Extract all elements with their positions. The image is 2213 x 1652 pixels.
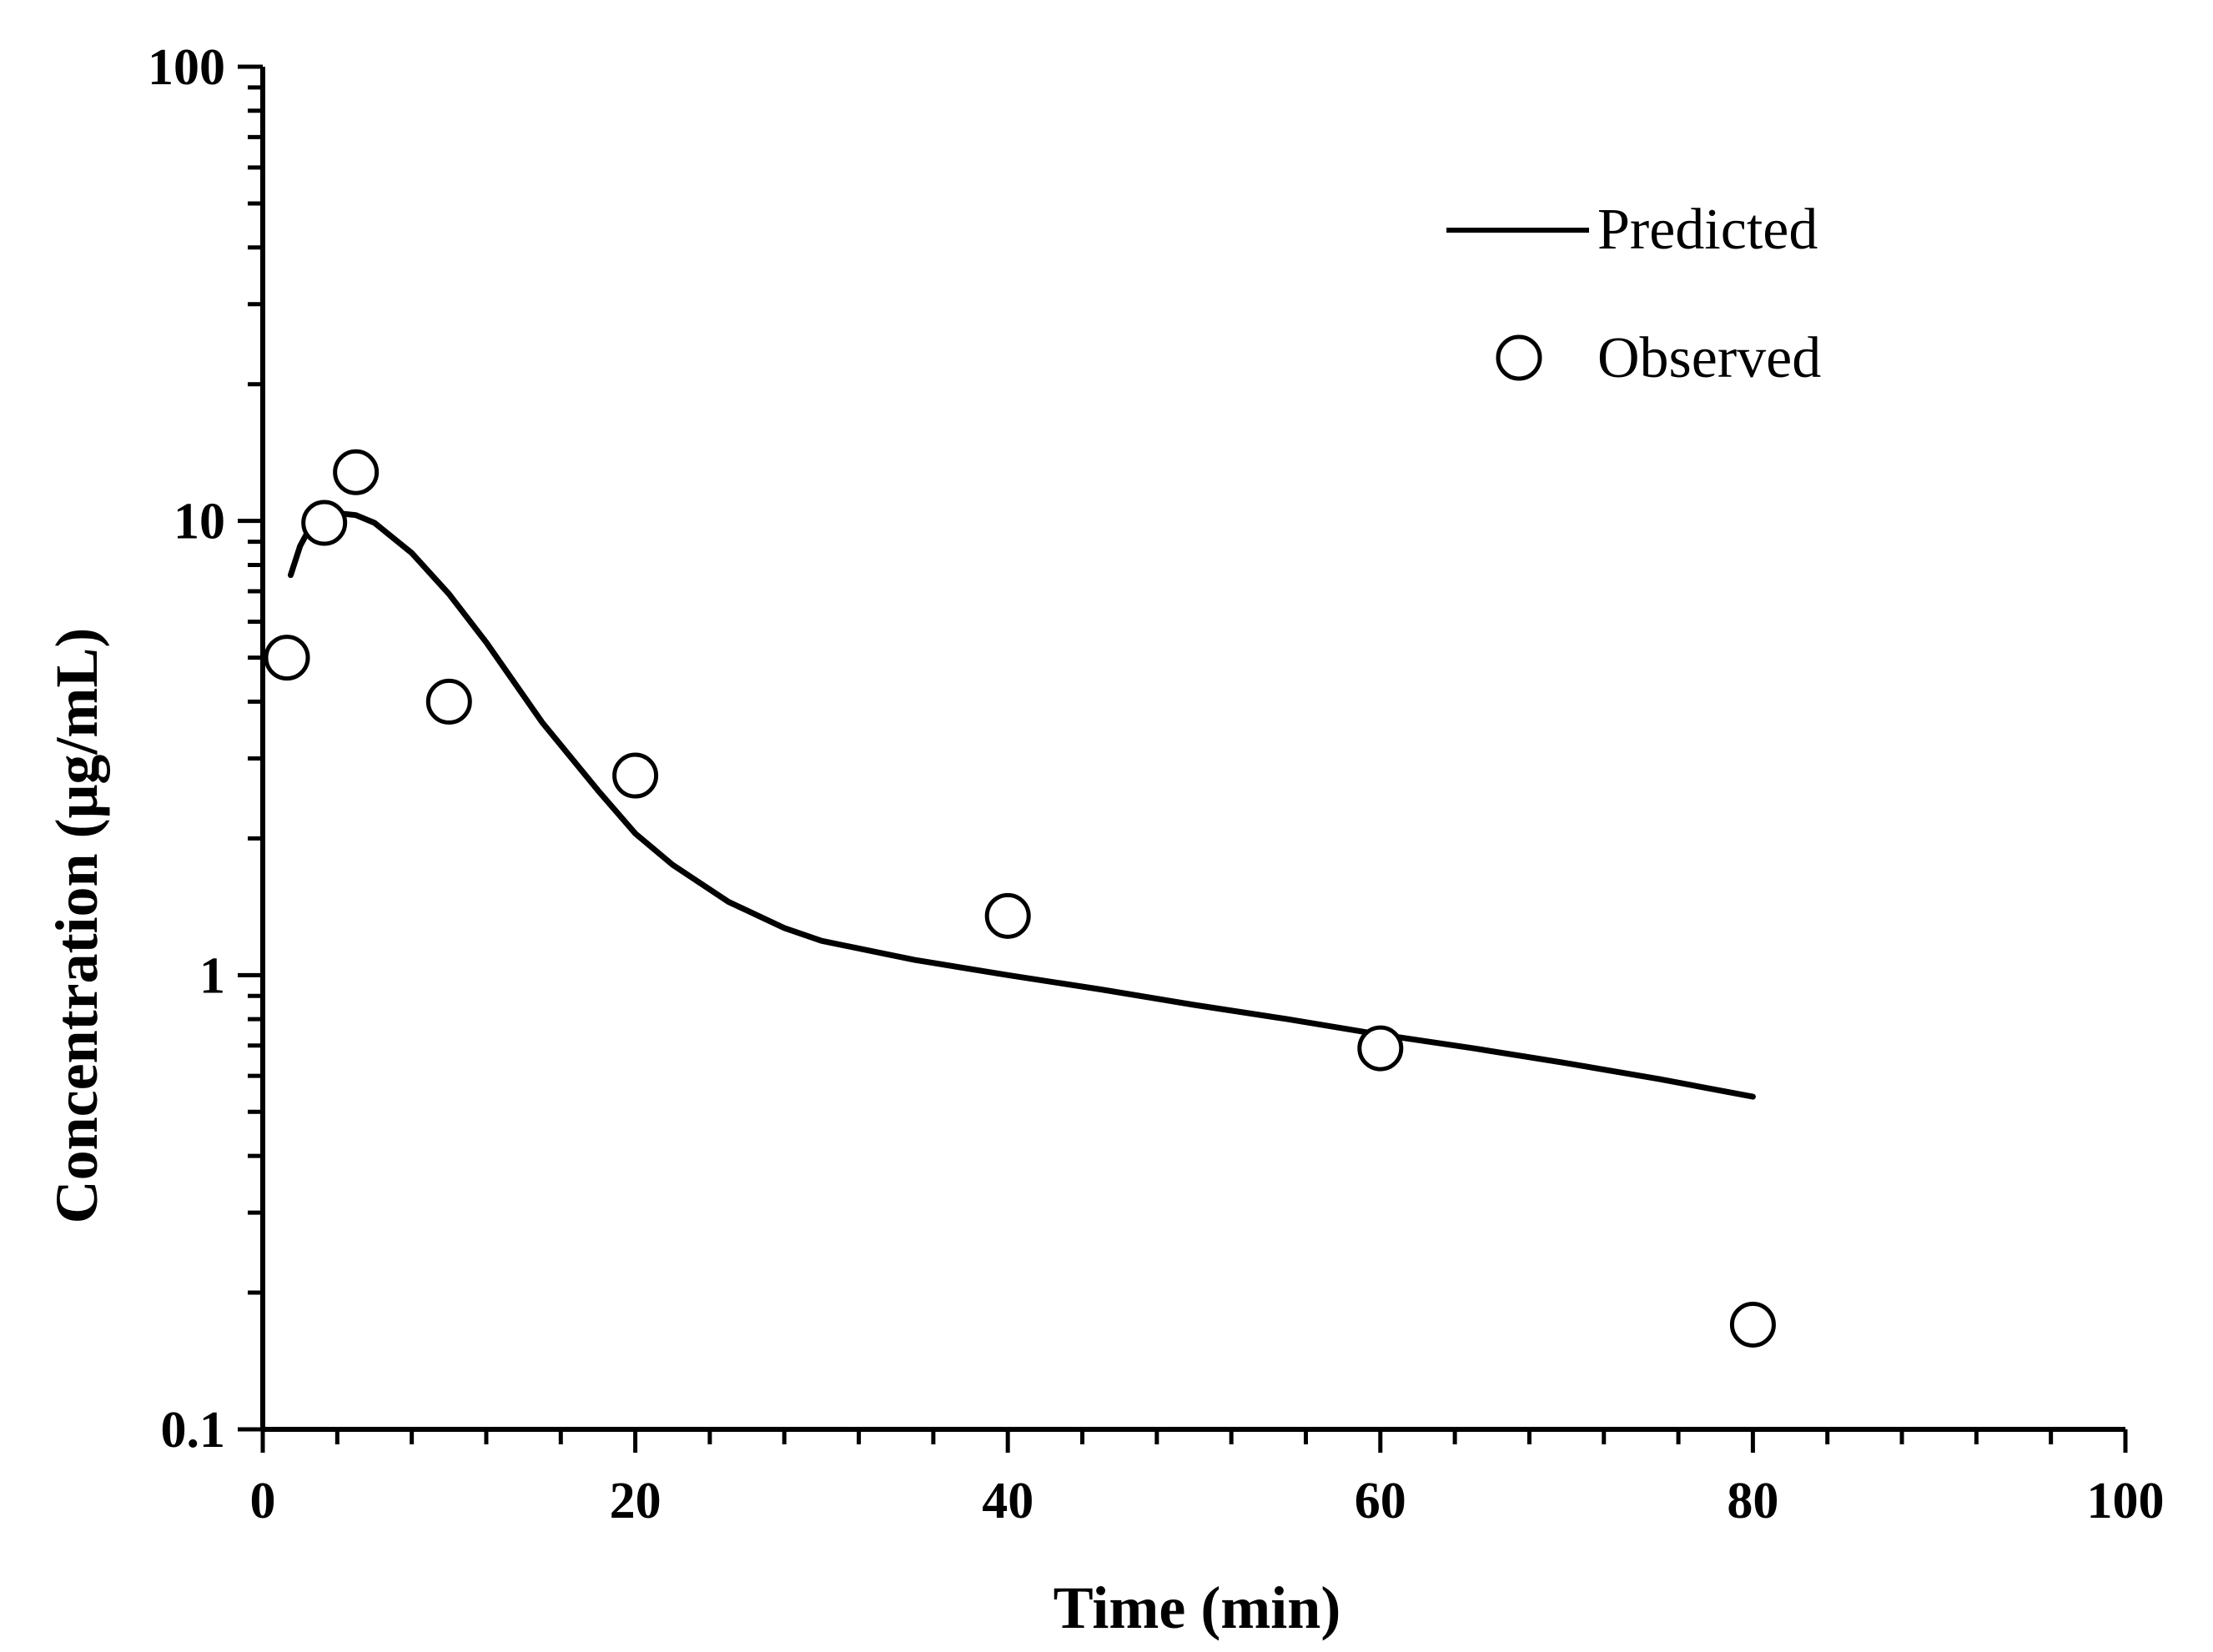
predicted-line <box>288 510 1756 1100</box>
legend-observed-marker <box>1496 334 1542 381</box>
y-tick-label: 0.1 <box>161 1402 226 1459</box>
legend-observed-label: Observed <box>1597 326 1821 390</box>
x-axis-title: Time (min) <box>1054 1574 1341 1641</box>
x-tick-label: 0 <box>250 1473 276 1529</box>
x-tick-label: 100 <box>2087 1473 2165 1529</box>
x-tick-label: 20 <box>610 1473 661 1529</box>
legend: Predicted Observed <box>1446 198 1821 390</box>
x-tick-label: 60 <box>1355 1473 1406 1529</box>
y-axis: 0.1 1 10 100 <box>148 39 265 1459</box>
x-axis: 0 20 40 60 80 100 <box>250 1427 2165 1529</box>
observed-point <box>264 635 310 681</box>
y-tick-label: 1 <box>199 947 225 1004</box>
observed-point <box>425 678 472 725</box>
x-tick-label: 40 <box>982 1473 1034 1529</box>
legend-predicted-label: Predicted <box>1597 198 1818 262</box>
plot-series <box>264 449 1776 1348</box>
observed-point <box>984 892 1031 939</box>
observed-point <box>301 500 348 546</box>
y-tick-label: 10 <box>174 494 225 550</box>
x-tick-label: 80 <box>1727 1473 1778 1529</box>
observed-point <box>612 752 659 799</box>
observed-point <box>1729 1301 1776 1348</box>
y-axis-title: Concentration (μg/mL) <box>43 628 110 1224</box>
observed-point <box>1357 1025 1404 1072</box>
y-tick-label: 100 <box>148 39 225 96</box>
observed-point <box>333 449 380 495</box>
